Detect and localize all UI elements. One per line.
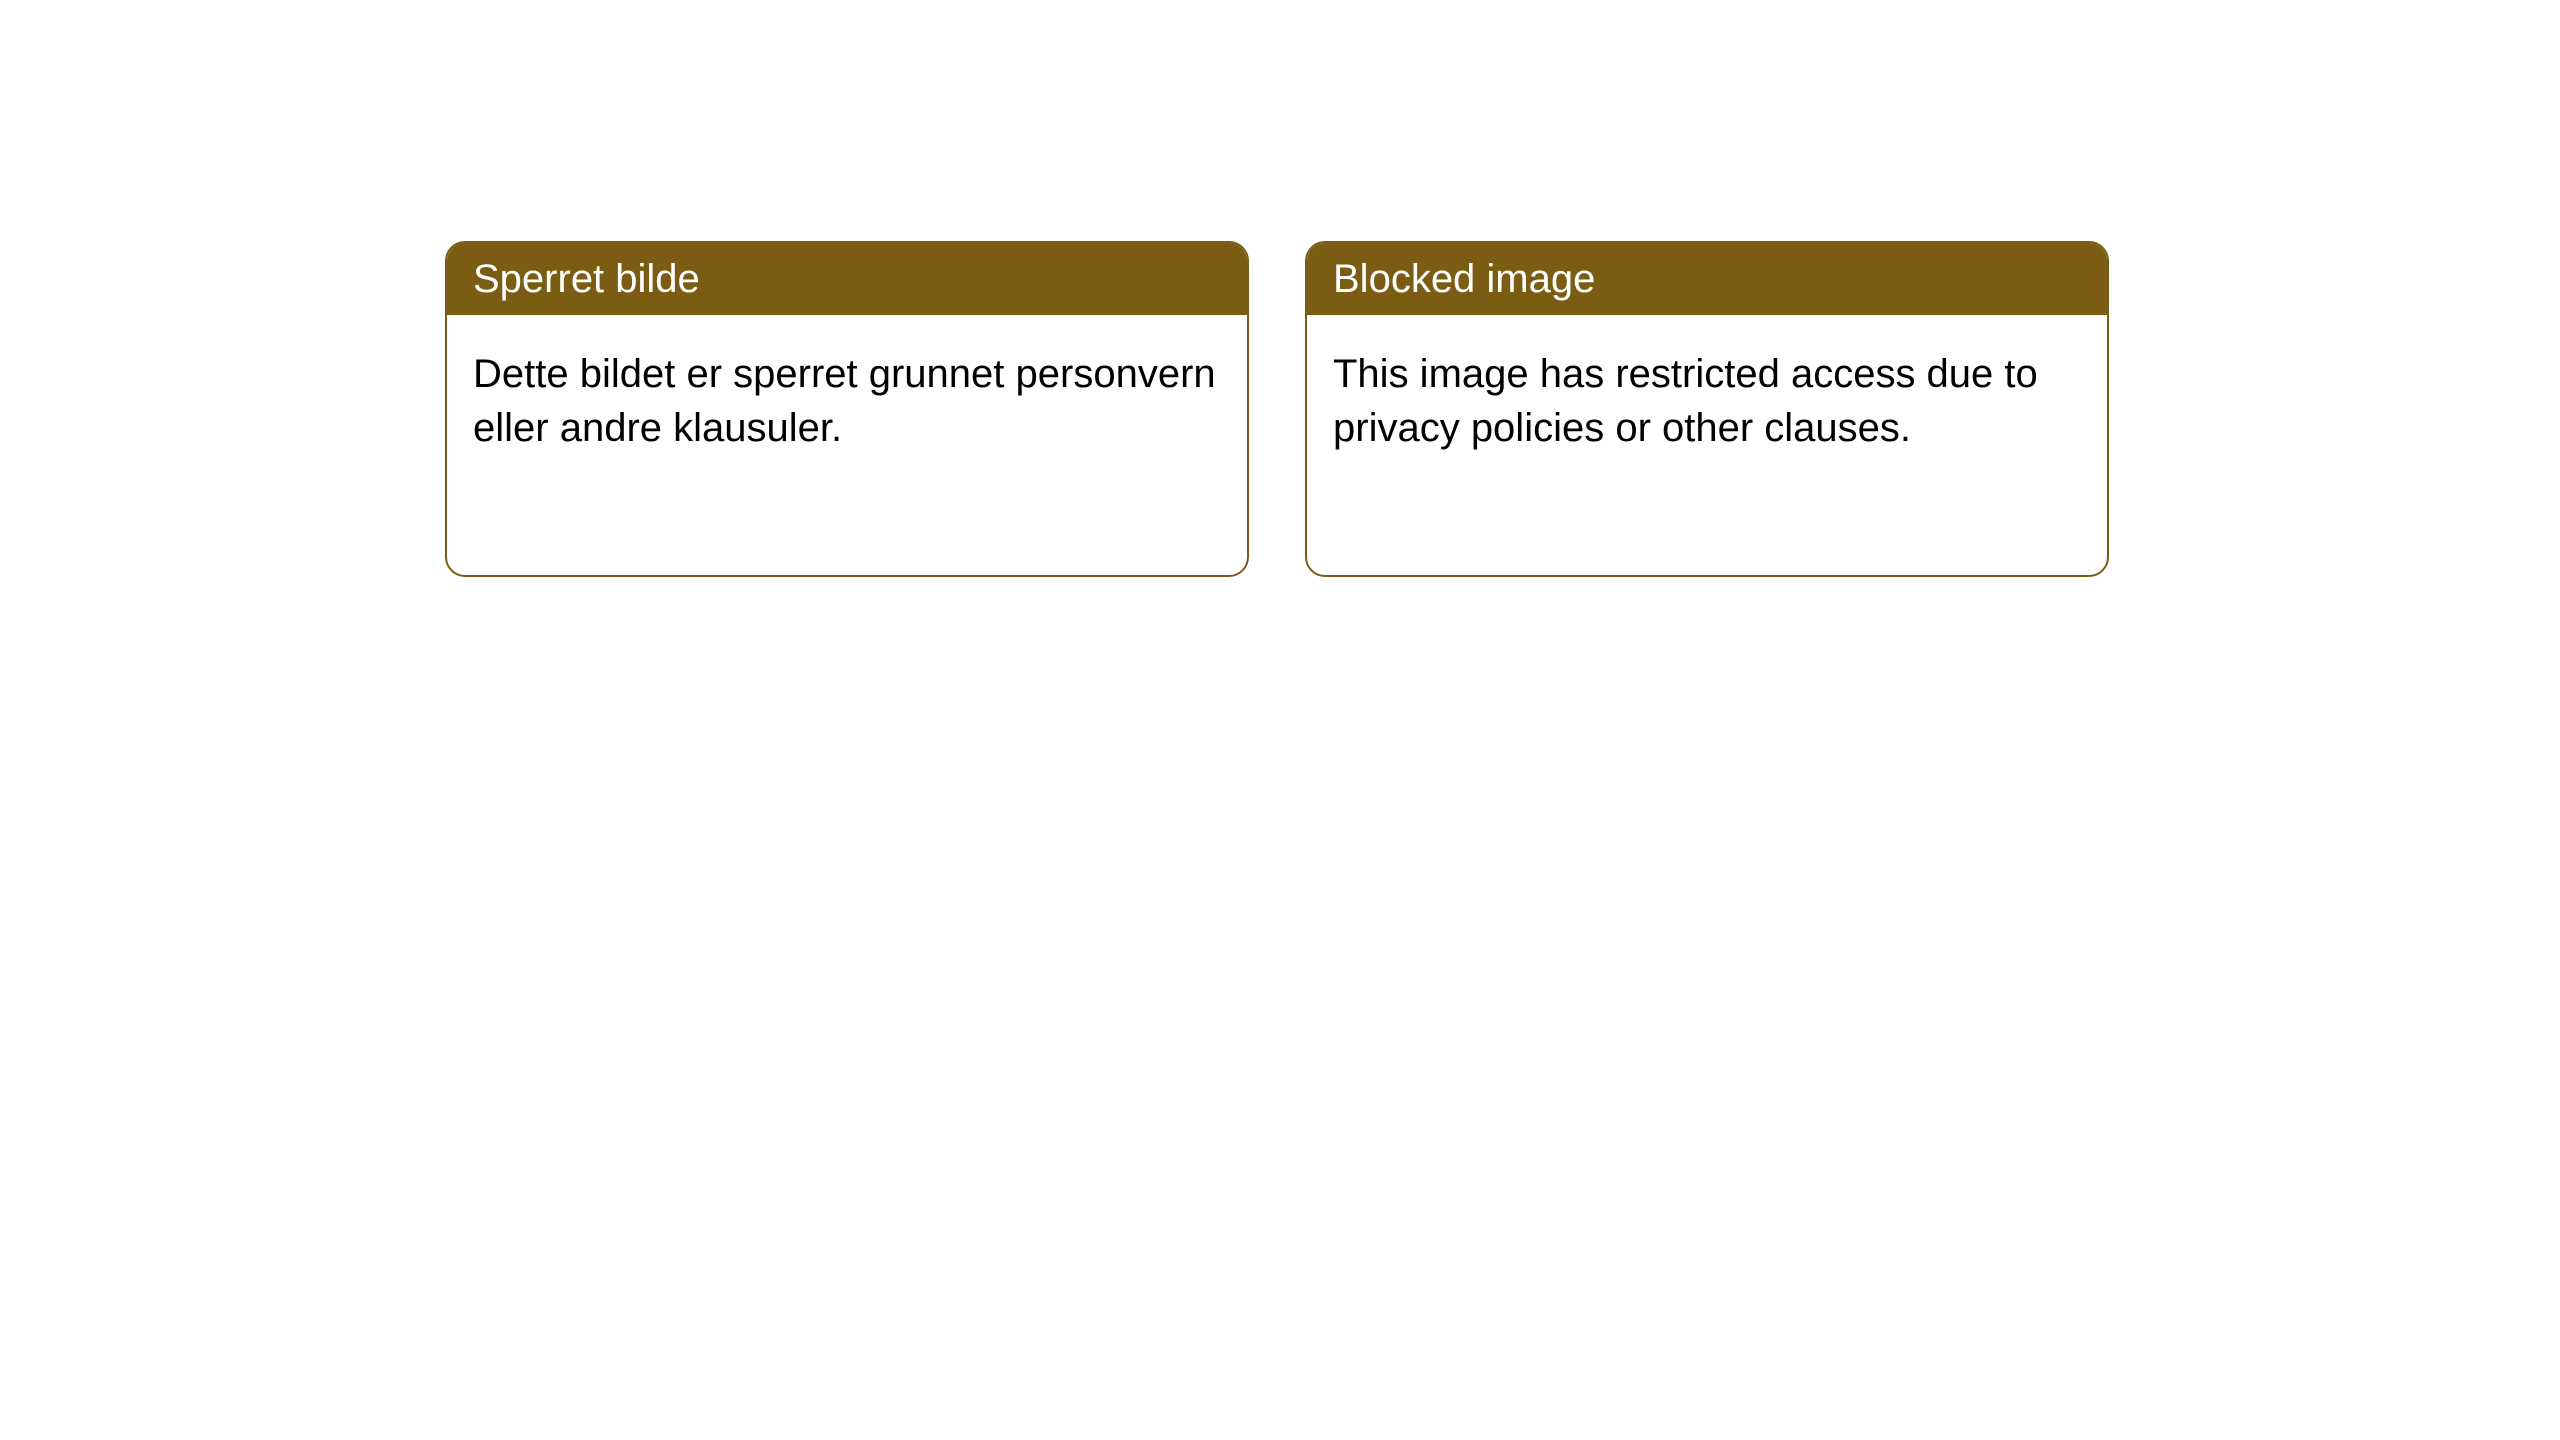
notice-body: Dette bildet er sperret grunnet personve… xyxy=(447,315,1247,487)
notice-title: Sperret bilde xyxy=(473,257,700,301)
notice-container: Sperret bilde Dette bildet er sperret gr… xyxy=(0,0,2560,577)
notice-header: Sperret bilde xyxy=(447,243,1247,315)
notice-title: Blocked image xyxy=(1333,257,1595,301)
notice-header: Blocked image xyxy=(1307,243,2107,315)
notice-text: This image has restricted access due to … xyxy=(1333,352,2038,450)
notice-text: Dette bildet er sperret grunnet personve… xyxy=(473,352,1216,450)
notice-body: This image has restricted access due to … xyxy=(1307,315,2107,487)
notice-card-english: Blocked image This image has restricted … xyxy=(1305,241,2109,577)
notice-card-norwegian: Sperret bilde Dette bildet er sperret gr… xyxy=(445,241,1249,577)
